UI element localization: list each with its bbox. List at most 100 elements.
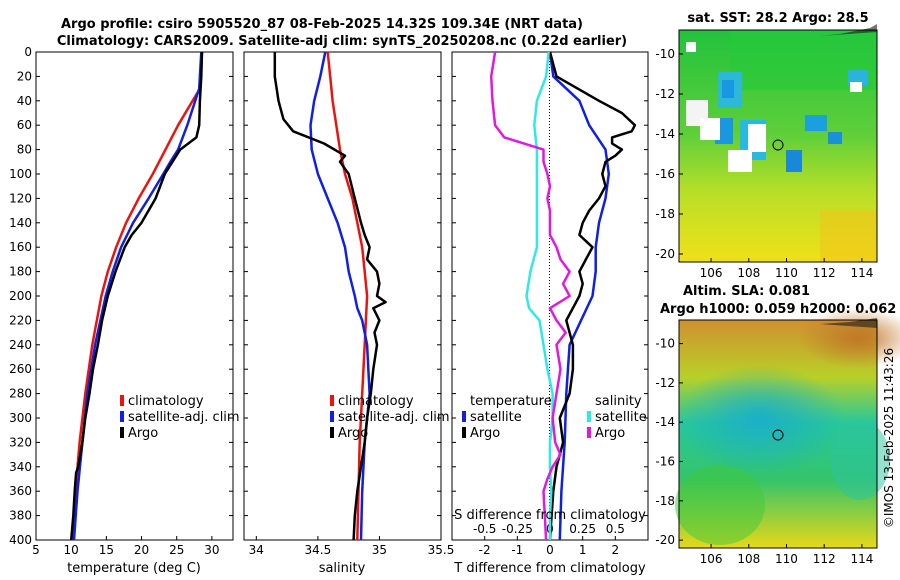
lat-tick-label: -16	[655, 167, 675, 181]
temperature-axes-box	[35, 51, 234, 541]
series-line-salinity-argo	[489, 52, 571, 540]
salinity-panel: 34 34.5 35 35.5 salinity climatology satell…	[243, 51, 454, 576]
credit-timestamp: ©IMOS 13-Feb-2025 11:43:26	[882, 348, 896, 528]
depth-tick-label: 340	[9, 460, 32, 474]
lon-tick-label: 114	[850, 552, 873, 566]
x2-tick-label: -0.5	[473, 522, 496, 536]
depth-tick-label: 100	[9, 167, 32, 181]
depth-tick-label: 180	[9, 265, 32, 279]
depth-tick-label: 160	[9, 240, 32, 254]
x-tick-label: -2	[479, 543, 491, 557]
depth-tick-label: 300	[9, 411, 32, 425]
series-line-temperature-satellite	[548, 52, 611, 540]
x-tick-label: 35	[372, 543, 387, 557]
lon-tick-label: 110	[775, 266, 798, 280]
salinity-legend: climatology satellite-adj. clim Argo	[330, 394, 450, 441]
sst-map-image	[679, 24, 877, 262]
sla-map-image	[675, 308, 900, 548]
series-line-climatology	[326, 52, 369, 540]
legend-title-temperature: temperature	[470, 394, 552, 409]
legend-swatch-satellite	[120, 411, 124, 422]
difference-x-label: T difference from climatology	[453, 561, 646, 576]
temperature-x-label: temperature (deg C)	[67, 561, 201, 576]
lat-tick-label: -18	[655, 207, 675, 221]
lat-tick-label: -12	[655, 376, 675, 390]
depth-tick-label: 320	[9, 435, 32, 449]
x-tick-label: 25	[169, 543, 184, 557]
salinity-x-label: salinity	[319, 561, 366, 576]
lon-tick-label: 112	[813, 552, 836, 566]
lon-tick-label: 108	[737, 552, 760, 566]
depth-tick-label: 120	[9, 191, 32, 205]
sst-map-panel: sat. SST: 28.2 Argo: 28.5 -10 -12 -14 -16 -1…	[655, 11, 878, 280]
depth-tick-label: 380	[9, 509, 32, 523]
depth-tick-label: 240	[9, 338, 32, 352]
x2-tick-label: 0.25	[569, 522, 596, 536]
depth-tick-label: 20	[17, 69, 32, 83]
legend-label-climatology: climatology	[338, 394, 414, 409]
legend-label-climatology: climatology	[128, 394, 204, 409]
lon-tick-label: 106	[700, 552, 723, 566]
figure-title-line1: Argo profile: csiro 5905520_87 08-Feb-20…	[61, 17, 583, 32]
lat-tick-label: -12	[655, 87, 675, 101]
x-tick-label: 1	[579, 543, 587, 557]
legend-swatch-sal-satellite	[587, 411, 591, 422]
x2-tick-label: 0.5	[606, 522, 625, 536]
lat-tick-label: -20	[655, 247, 675, 261]
sst-map-title: sat. SST: 28.2 Argo: 28.5	[687, 11, 868, 26]
depth-tick-label: 280	[9, 387, 32, 401]
lon-tick-label: 114	[850, 266, 873, 280]
lat-tick-label: -20	[655, 533, 675, 547]
depth-tick-label: 0	[24, 45, 32, 59]
x-tick-label: -1	[511, 543, 523, 557]
legend-title-salinity: salinity	[595, 394, 642, 409]
depth-tick-label: 80	[17, 143, 32, 157]
x-tick-label: 34	[249, 543, 264, 557]
lat-tick-label: -10	[655, 337, 675, 351]
temperature-legend: climatology satellite-adj. clim Argo	[120, 394, 240, 441]
lon-tick-label: 106	[700, 266, 723, 280]
difference-x2-label: S difference from climatology	[454, 508, 646, 523]
series-line-argo	[273, 52, 387, 540]
depth-tick-label: 400	[9, 533, 32, 547]
legend-swatch-climatology	[330, 395, 334, 406]
legend-swatch-sal-argo	[587, 427, 591, 438]
legend-swatch-temp-argo	[462, 427, 466, 438]
legend-label-temp-satellite: satellite	[470, 410, 522, 425]
sst-map-frame	[678, 29, 878, 263]
lat-tick-label: -10	[655, 47, 675, 61]
temperature-panel: 0 20 40 60 80 100 120 140 160 180 200 220 240 260 280 3…	[9, 45, 240, 576]
sla-map-title1: Altim. SLA: 0.081	[683, 284, 810, 299]
legend-swatch-temp-satellite	[462, 411, 466, 422]
x-tick-label: 2	[612, 543, 620, 557]
difference-legend: temperature satellite Argo salinity sate…	[462, 394, 647, 441]
legend-swatch-argo	[120, 427, 124, 438]
legend-label-argo: Argo	[128, 426, 158, 441]
x-tick-label: 15	[99, 543, 114, 557]
x-tick-label: 30	[204, 543, 219, 557]
lon-tick-label: 110	[775, 552, 798, 566]
series-line-temperature-argo	[548, 52, 637, 540]
legend-label-sal-argo: Argo	[595, 426, 625, 441]
x2-tick-label: -0.25	[502, 522, 533, 536]
legend-label-satellite: satellite-adj. clim	[338, 410, 450, 425]
depth-tick-label: 260	[9, 362, 32, 376]
depth-tick-label: 40	[17, 94, 32, 108]
legend-label-argo: Argo	[338, 426, 368, 441]
legend-swatch-satellite	[330, 411, 334, 422]
depth-tick-label: 200	[9, 289, 32, 303]
lat-tick-label: -18	[655, 494, 675, 508]
sla-map-frame	[678, 319, 878, 549]
figure-title-line2: Climatology: CARS2009. Satellite-adj cli…	[57, 34, 627, 49]
depth-tick-label: 60	[17, 118, 32, 132]
depth-tick-label: 360	[9, 484, 32, 498]
depth-tick-label: 140	[9, 216, 32, 230]
x-tick-label: 20	[134, 543, 149, 557]
salinity-axes-box	[243, 51, 442, 541]
legend-swatch-argo	[330, 427, 334, 438]
lon-tick-label: 112	[813, 266, 836, 280]
lat-tick-label: -14	[655, 415, 675, 429]
x-tick-label: 34.5	[305, 543, 332, 557]
